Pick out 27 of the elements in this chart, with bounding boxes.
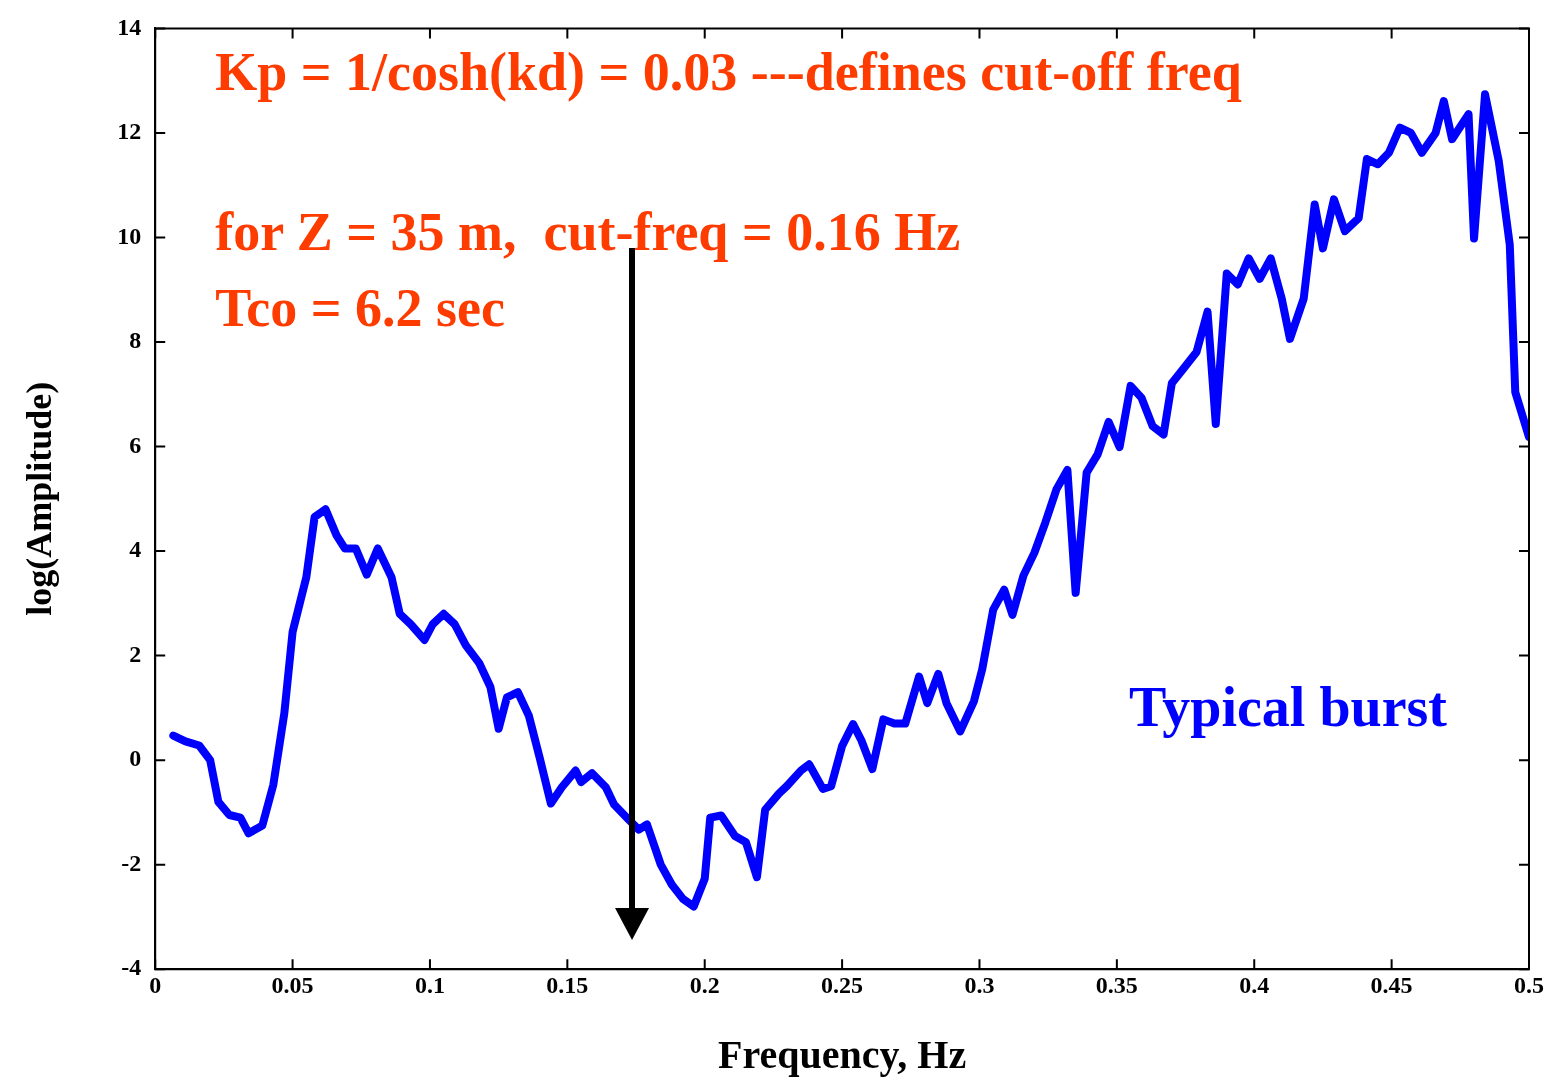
y-tick-label: 14 bbox=[117, 13, 142, 40]
y-tick-label: 12 bbox=[117, 118, 142, 145]
y-tick-label: 2 bbox=[129, 640, 142, 667]
y-tick-label: -4 bbox=[121, 954, 142, 981]
y-tick-label: 8 bbox=[129, 327, 142, 354]
y-tick-label: 6 bbox=[129, 431, 142, 458]
y-tick-label: 10 bbox=[117, 222, 142, 249]
x-tick-label: 0.2 bbox=[689, 971, 720, 998]
x-tick-label: 0.4 bbox=[1239, 971, 1270, 998]
annotation: for Z = 35 m, cut-freq = 0.16 Hz bbox=[215, 202, 961, 263]
x-tick-label: 0.3 bbox=[964, 971, 995, 998]
x-tick-label: 0.15 bbox=[546, 971, 589, 998]
x-axis-title: Frequency, Hz bbox=[718, 1032, 967, 1078]
x-tick-label: 0.05 bbox=[271, 971, 314, 998]
y-tick-label: 0 bbox=[129, 745, 142, 772]
x-tick-label: 0.35 bbox=[1095, 971, 1138, 998]
x-tick-label: 0.5 bbox=[1514, 971, 1544, 998]
x-tick-label: 0.1 bbox=[414, 971, 445, 998]
x-tick-label: 0.25 bbox=[821, 971, 864, 998]
y-axis-title: log(Amplitude) bbox=[18, 381, 59, 616]
x-tick-label: 0.45 bbox=[1370, 971, 1413, 998]
y-tick-label: 4 bbox=[129, 536, 142, 563]
y-tick-label: -2 bbox=[121, 849, 142, 876]
annotation: Kp = 1/cosh(kd) = 0.03 ---defines cut-off freq bbox=[215, 42, 1242, 103]
series-label: Typical burst bbox=[1129, 676, 1448, 739]
x-tick-label: 0 bbox=[149, 971, 162, 998]
annotation: Tco = 6.2 sec bbox=[215, 278, 505, 339]
